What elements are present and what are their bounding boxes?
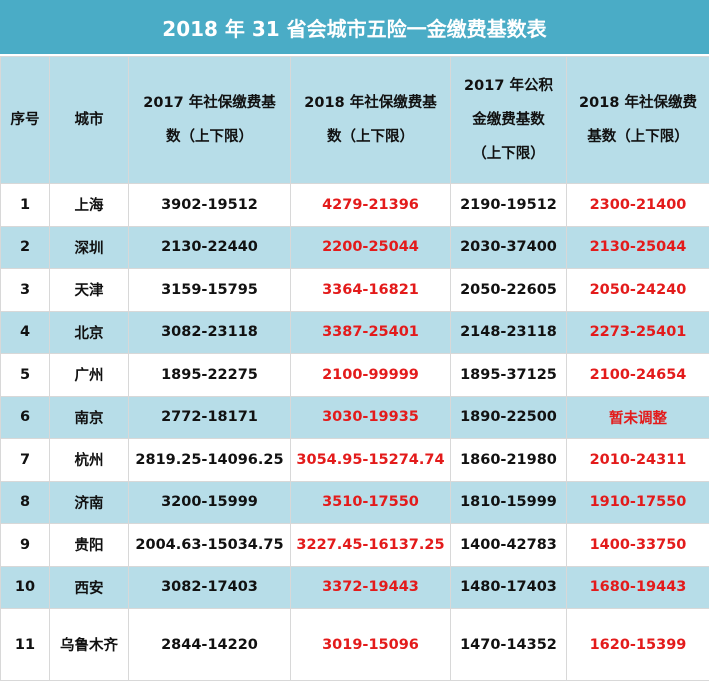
- cell-seq: 10: [0, 565, 50, 609]
- header-ss2018: 2018 年社保缴费基 数（上下限）: [290, 56, 451, 184]
- cell-ss2017: 2130-22440: [128, 225, 291, 269]
- cell-city: 天津: [49, 268, 129, 312]
- cell-hf2017: 2190-19512: [450, 183, 567, 227]
- cell-ss2017: 3902-19512: [128, 183, 291, 227]
- table-row: 5 广州 1895-22275 2100-99999 1895-37125 2100-24…: [0, 353, 709, 397]
- table-row: 3 天津 3159-15795 3364-16821 2050-22605 2050-24…: [0, 268, 709, 312]
- table-row: 2 深圳 2130-22440 2200-25044 2030-37400 2130-25…: [0, 225, 709, 269]
- cell-hf2018: 2130-25044: [566, 225, 709, 269]
- cell-seq: 5: [0, 353, 50, 397]
- table-row: 11 乌鲁木齐 2844-14220 3019-15096 1470-14352 1620…: [0, 608, 709, 681]
- cell-city: 乌鲁木齐: [49, 608, 129, 681]
- table-row: 8 济南 3200-15999 3510-17550 1810-15999 1910-17…: [0, 480, 709, 524]
- table-row: 7 杭州 2819.25-14096.25 3054.95-15274.74 1860-…: [0, 438, 709, 482]
- cell-ss2017: 2772-18171: [128, 395, 291, 439]
- cell-ss2017: 3082-23118: [128, 310, 291, 354]
- cell-hf2017: 2050-22605: [450, 268, 567, 312]
- header-ss2017: 2017 年社保缴费基 数（上下限）: [128, 56, 291, 184]
- cell-ss2017: 1895-22275: [128, 353, 291, 397]
- cell-ss2018: 4279-21396: [290, 183, 451, 227]
- cell-ss2018: 2100-99999: [290, 353, 451, 397]
- cell-ss2018: 2200-25044: [290, 225, 451, 269]
- cell-ss2017: 3159-15795: [128, 268, 291, 312]
- cell-hf2017: 1480-17403: [450, 565, 567, 609]
- cell-city: 深圳: [49, 225, 129, 269]
- table-row: 6 南京 2772-18171 3030-19935 1890-22500 暂未调整: [0, 395, 709, 439]
- cell-hf2018: 2010-24311: [566, 438, 709, 482]
- cell-hf2018: 2273-25401: [566, 310, 709, 354]
- cell-hf2018: 1910-17550: [566, 480, 709, 524]
- cell-city: 济南: [49, 480, 129, 524]
- cell-ss2018: 3510-17550: [290, 480, 451, 524]
- cell-hf2018: 1400-33750: [566, 523, 709, 567]
- cell-ss2017: 3082-17403: [128, 565, 291, 609]
- cell-hf2017: 1400-42783: [450, 523, 567, 567]
- cell-hf2018: 1680-19443: [566, 565, 709, 609]
- cell-hf2017: 2148-23118: [450, 310, 567, 354]
- cell-city: 杭州: [49, 438, 129, 482]
- cell-seq: 2: [0, 225, 50, 269]
- cell-hf2018: 2300-21400: [566, 183, 709, 227]
- cell-hf2017: 1470-14352: [450, 608, 567, 681]
- cell-hf2018: 2100-24654: [566, 353, 709, 397]
- cell-city: 贵阳: [49, 523, 129, 567]
- cell-ss2018: 3227.45-16137.25: [290, 523, 451, 567]
- table-title: 2018 年 31 省会城市五险一金缴费基数表: [0, 0, 709, 56]
- header-city: 城市: [49, 56, 129, 184]
- cell-ss2018: 3372-19443: [290, 565, 451, 609]
- cell-hf2018: 1620-15399: [566, 608, 709, 681]
- cell-city: 南京: [49, 395, 129, 439]
- cell-hf2017: 2030-37400: [450, 225, 567, 269]
- cell-hf2017: 1895-37125: [450, 353, 567, 397]
- cell-ss2017: 3200-15999: [128, 480, 291, 524]
- cell-ss2017: 2844-14220: [128, 608, 291, 681]
- table-row: 4 北京 3082-23118 3387-25401 2148-23118 2273-25…: [0, 310, 709, 354]
- cell-hf2018: 2050-24240: [566, 268, 709, 312]
- header-seq: 序号: [0, 56, 50, 184]
- cell-city: 西安: [49, 565, 129, 609]
- cell-ss2018: 3364-16821: [290, 268, 451, 312]
- cell-seq: 11: [0, 608, 50, 681]
- cell-seq: 4: [0, 310, 50, 354]
- table-row: 1 上海 3902-19512 4279-21396 2190-19512 2300-21…: [0, 183, 709, 227]
- cell-seq: 8: [0, 480, 50, 524]
- cell-seq: 6: [0, 395, 50, 439]
- table-row: 10 西安 3082-17403 3372-19443 1480-17403 1680-1…: [0, 565, 709, 609]
- cell-hf2017: 1890-22500: [450, 395, 567, 439]
- cell-seq: 3: [0, 268, 50, 312]
- cell-hf2017: 1810-15999: [450, 480, 567, 524]
- header-hf2017: 2017 年公积 金缴费基数 （上下限）: [450, 56, 567, 184]
- cell-city: 北京: [49, 310, 129, 354]
- cell-ss2018: 3387-25401: [290, 310, 451, 354]
- cell-ss2018: 3019-15096: [290, 608, 451, 681]
- cell-hf2018: 暂未调整: [566, 395, 709, 439]
- contribution-table: 序号 城市 2017 年社保缴费基 数（上下限） 2018 年社保缴费基 数（上下限…: [0, 56, 709, 681]
- cell-hf2017: 1860-21980: [450, 438, 567, 482]
- header-hf2018: 2018 年社保缴费 基数（上下限）: [566, 56, 709, 184]
- cell-ss2018: 3030-19935: [290, 395, 451, 439]
- cell-ss2017: 2819.25-14096.25: [128, 438, 291, 482]
- header-row: 序号 城市 2017 年社保缴费基 数（上下限） 2018 年社保缴费基 数（上下限…: [0, 56, 709, 184]
- cell-seq: 1: [0, 183, 50, 227]
- cell-ss2018: 3054.95-15274.74: [290, 438, 451, 482]
- cell-ss2017: 2004.63-15034.75: [128, 523, 291, 567]
- cell-seq: 9: [0, 523, 50, 567]
- cell-city: 广州: [49, 353, 129, 397]
- table-row: 9 贵阳 2004.63-15034.75 3227.45-16137.25 1400-…: [0, 523, 709, 567]
- cell-city: 上海: [49, 183, 129, 227]
- cell-seq: 7: [0, 438, 50, 482]
